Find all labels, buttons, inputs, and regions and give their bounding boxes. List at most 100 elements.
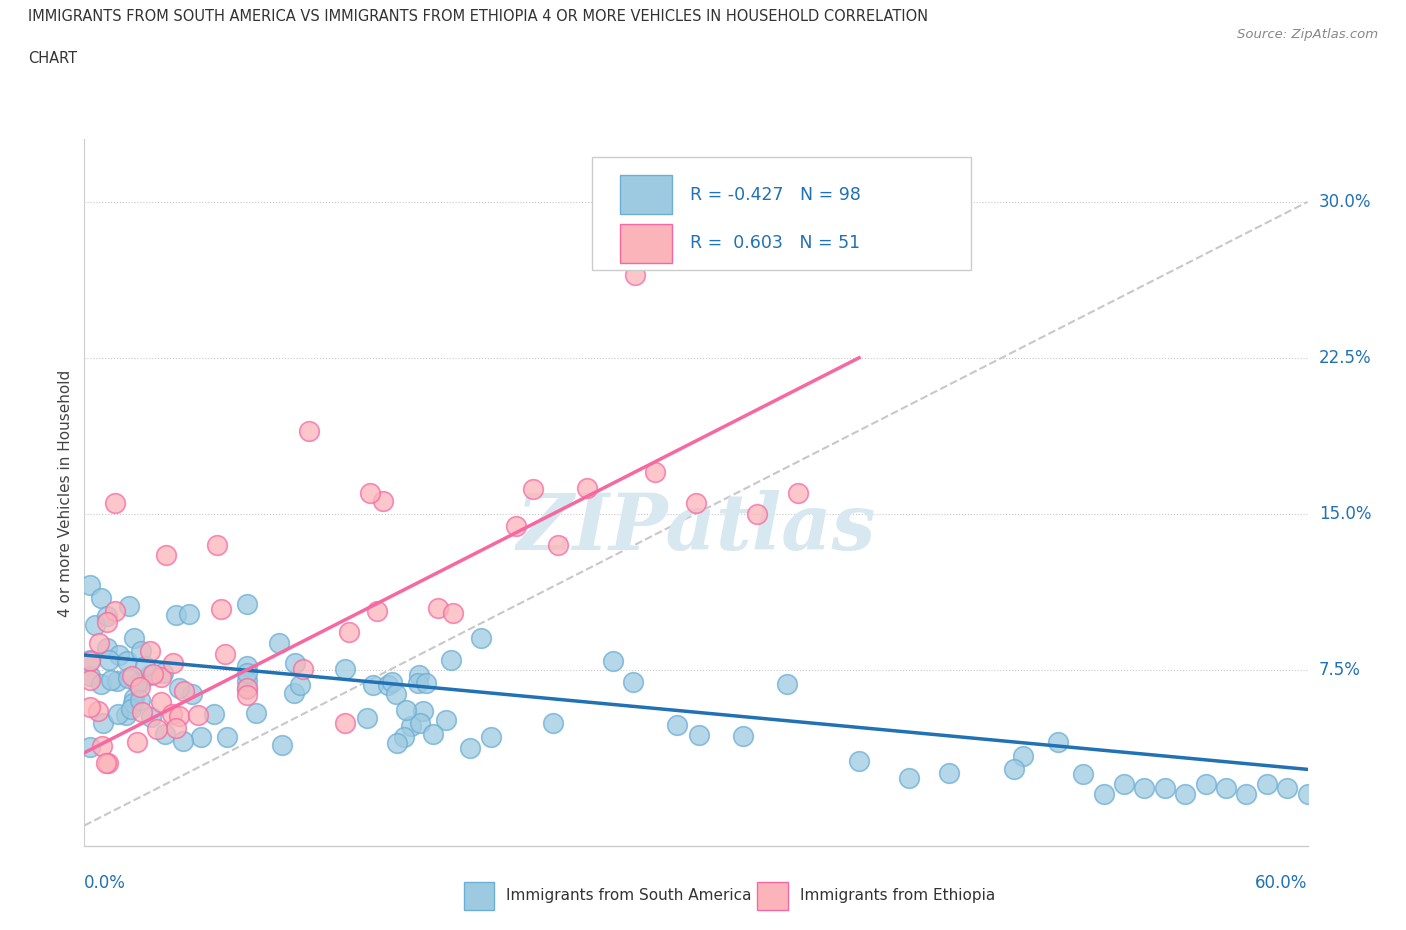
Point bbox=[117, 671, 139, 685]
Point bbox=[441, 605, 464, 620]
Point bbox=[1256, 777, 1278, 791]
Point bbox=[644, 465, 666, 480]
Point bbox=[202, 706, 225, 721]
Point bbox=[118, 599, 141, 614]
Text: 30.0%: 30.0% bbox=[1319, 193, 1371, 211]
Point bbox=[688, 727, 710, 742]
Point bbox=[283, 685, 305, 700]
Point bbox=[747, 506, 769, 521]
Point bbox=[146, 721, 169, 736]
Point bbox=[94, 756, 117, 771]
Point bbox=[505, 518, 527, 533]
Point bbox=[107, 707, 129, 722]
Point bbox=[162, 656, 184, 671]
Point bbox=[205, 538, 228, 552]
Point bbox=[121, 668, 143, 683]
Point bbox=[776, 676, 799, 691]
Point bbox=[848, 753, 870, 768]
Text: IMMIGRANTS FROM SOUTH AMERICA VS IMMIGRANTS FROM ETHIOPIA 4 OR MORE VEHICLES IN : IMMIGRANTS FROM SOUTH AMERICA VS IMMIGRA… bbox=[28, 9, 928, 24]
Point bbox=[122, 631, 145, 645]
Text: Immigrants from Ethiopia: Immigrants from Ethiopia bbox=[800, 888, 995, 903]
Point bbox=[107, 648, 129, 663]
Point bbox=[1133, 780, 1156, 795]
Point bbox=[90, 676, 112, 691]
Point bbox=[236, 682, 259, 697]
Point bbox=[117, 653, 139, 668]
Point bbox=[129, 644, 152, 658]
Point bbox=[408, 668, 430, 683]
Point bbox=[162, 707, 184, 722]
Point bbox=[236, 673, 259, 688]
Text: R =  0.603   N = 51: R = 0.603 N = 51 bbox=[690, 234, 860, 252]
Point bbox=[127, 676, 149, 691]
Text: 7.5%: 7.5% bbox=[1319, 660, 1361, 679]
Point bbox=[666, 717, 689, 732]
Point bbox=[333, 715, 356, 730]
Point bbox=[381, 674, 404, 689]
Point bbox=[97, 652, 120, 667]
Point bbox=[190, 730, 212, 745]
Point bbox=[366, 604, 388, 618]
Point bbox=[269, 636, 291, 651]
Point bbox=[1316, 787, 1339, 802]
Point bbox=[236, 596, 259, 611]
Y-axis label: 4 or more Vehicles in Household: 4 or more Vehicles in Household bbox=[58, 369, 73, 617]
Point bbox=[142, 667, 165, 682]
Point bbox=[335, 662, 357, 677]
Point bbox=[129, 693, 152, 708]
Point bbox=[292, 661, 315, 676]
Point bbox=[155, 548, 177, 563]
Point bbox=[122, 690, 145, 705]
Point bbox=[415, 676, 437, 691]
Point bbox=[1046, 735, 1069, 750]
Point bbox=[91, 716, 114, 731]
Point bbox=[79, 654, 101, 669]
Point bbox=[575, 481, 598, 496]
Point bbox=[733, 729, 755, 744]
Point bbox=[215, 729, 238, 744]
Point bbox=[83, 618, 105, 632]
Point bbox=[377, 678, 399, 693]
Point bbox=[79, 669, 101, 684]
Point bbox=[100, 672, 122, 687]
Point bbox=[284, 655, 307, 670]
Point bbox=[209, 602, 232, 617]
Point bbox=[121, 696, 143, 711]
Point bbox=[470, 631, 492, 645]
Point bbox=[395, 702, 418, 717]
Text: Source: ZipAtlas.com: Source: ZipAtlas.com bbox=[1237, 28, 1378, 41]
Point bbox=[236, 688, 259, 703]
Point bbox=[104, 496, 127, 511]
FancyBboxPatch shape bbox=[620, 224, 672, 263]
Point bbox=[623, 674, 645, 689]
Point bbox=[1114, 777, 1136, 791]
Point bbox=[138, 644, 160, 658]
Point bbox=[387, 735, 409, 750]
Point bbox=[172, 734, 194, 749]
Point bbox=[458, 740, 481, 755]
Point bbox=[236, 666, 259, 681]
Point bbox=[90, 591, 112, 605]
Text: CHART: CHART bbox=[28, 51, 77, 66]
Point bbox=[128, 674, 150, 689]
Point bbox=[155, 726, 177, 741]
Point bbox=[384, 686, 406, 701]
Point bbox=[79, 699, 101, 714]
Point bbox=[114, 707, 136, 722]
Point bbox=[129, 680, 152, 695]
Point bbox=[787, 485, 810, 500]
Point bbox=[165, 720, 187, 735]
Point bbox=[1195, 777, 1218, 791]
Point bbox=[436, 712, 458, 727]
Text: R = -0.427   N = 98: R = -0.427 N = 98 bbox=[690, 186, 860, 204]
FancyBboxPatch shape bbox=[758, 882, 787, 910]
Point bbox=[624, 267, 647, 282]
Point bbox=[422, 726, 444, 741]
Point bbox=[96, 608, 118, 623]
Point bbox=[1275, 780, 1298, 795]
Text: 15.0%: 15.0% bbox=[1319, 505, 1371, 523]
Point bbox=[134, 658, 156, 673]
Point bbox=[1092, 787, 1115, 802]
Point bbox=[131, 705, 153, 720]
Point bbox=[1234, 787, 1257, 802]
